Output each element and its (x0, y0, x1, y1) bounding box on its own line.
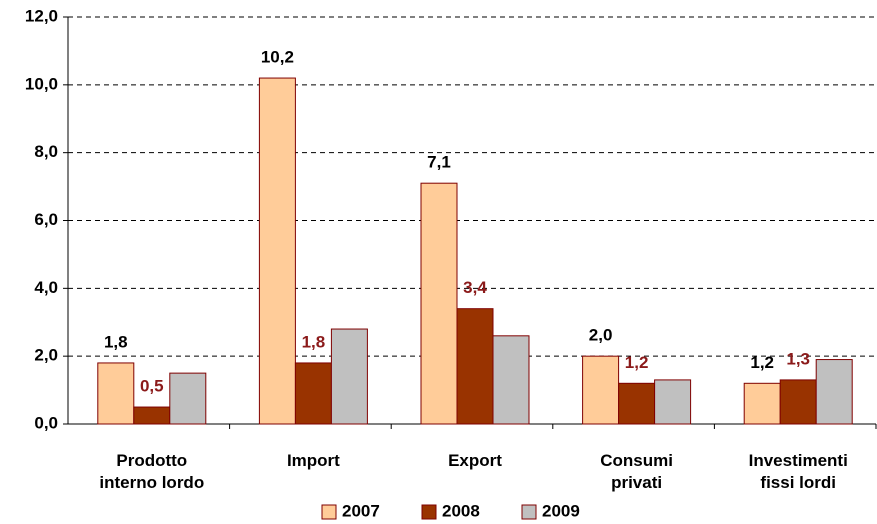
data-label: 1,2 (750, 353, 774, 372)
bar (618, 382, 656, 425)
bar (97, 362, 135, 425)
bar (330, 328, 368, 425)
x-tick-label: Investimenti fissi lordi (749, 451, 848, 492)
data-label: 1,8 (302, 332, 326, 351)
y-tick-label: 2,0 (34, 346, 58, 365)
bar (169, 372, 207, 425)
data-label: 1,8 (104, 332, 128, 351)
bar (582, 355, 620, 425)
y-tick-label: 12,0 (25, 6, 58, 25)
data-label: 0,5 (140, 377, 164, 396)
bar (815, 359, 853, 425)
bar (294, 362, 332, 425)
bar (654, 379, 692, 425)
x-tick-label: Prodotto interno lordo (99, 451, 204, 492)
y-tick-label: 10,0 (25, 74, 58, 93)
bar (492, 335, 530, 425)
y-tick-label: 0,0 (34, 413, 58, 432)
x-tick-label: Export (448, 451, 502, 470)
data-label: 1,2 (625, 353, 649, 372)
bar (779, 379, 817, 425)
legend-swatch (421, 504, 437, 520)
legend-label: 2008 (442, 501, 480, 520)
legend-label: 2009 (542, 501, 580, 520)
data-label: 2,0 (589, 326, 613, 345)
data-label: 1,3 (786, 349, 810, 368)
data-label: 7,1 (427, 153, 451, 172)
legend-swatch (521, 504, 537, 520)
x-tick-label: Consumi privati (600, 451, 673, 492)
bar (420, 182, 458, 425)
y-tick-label: 4,0 (34, 278, 58, 297)
bar (133, 406, 171, 425)
bar (743, 382, 781, 425)
bar (456, 308, 494, 425)
data-label: 3,4 (463, 278, 487, 297)
data-label: 10,2 (261, 48, 294, 67)
legend-label: 2007 (342, 501, 380, 520)
y-tick-label: 8,0 (34, 142, 58, 161)
bar (258, 77, 296, 425)
x-tick-label: Import (287, 451, 340, 470)
y-tick-label: 6,0 (34, 210, 58, 229)
legend-swatch (321, 504, 337, 520)
